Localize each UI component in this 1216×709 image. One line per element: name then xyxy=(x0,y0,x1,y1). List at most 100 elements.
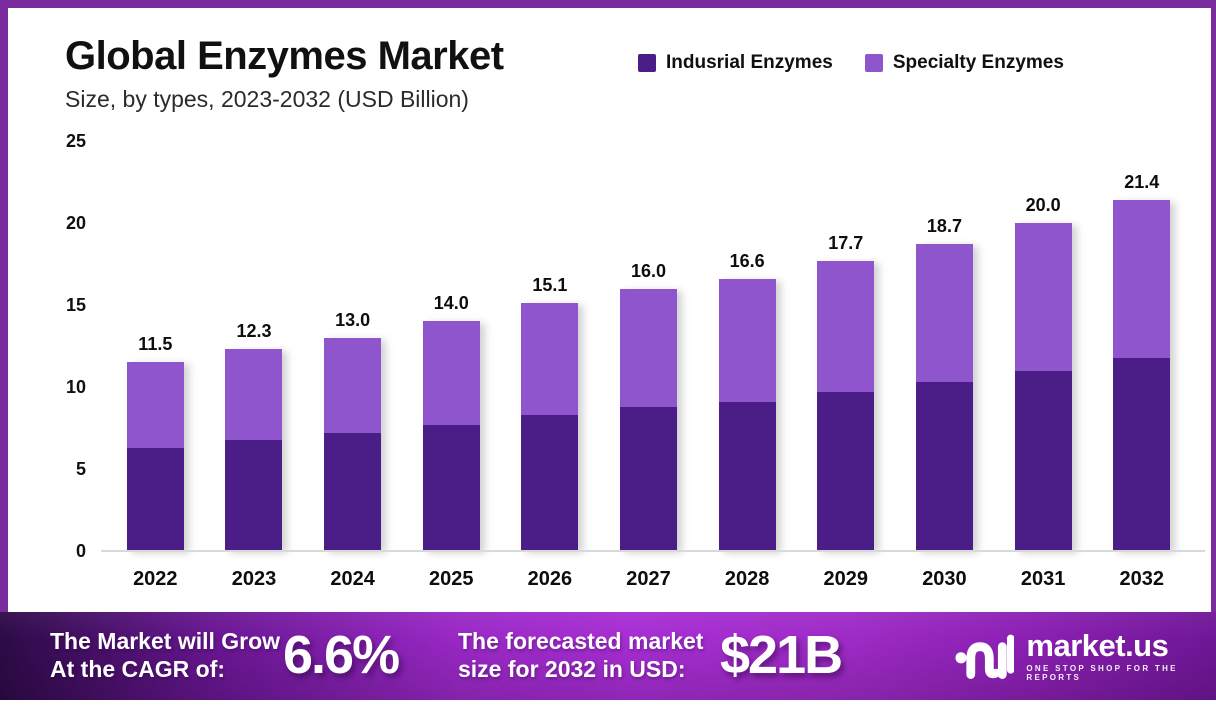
bar-column: 16.0 xyxy=(599,141,698,551)
logo-tagline: ONE STOP SHOP FOR THE REPORTS xyxy=(1026,664,1178,682)
x-axis-label: 2027 xyxy=(626,568,671,590)
bar-segment-specialty xyxy=(817,260,875,392)
x-axis-line xyxy=(101,550,1205,552)
bar-total-label: 21.4 xyxy=(1124,172,1160,193)
bar-total-label: 15.1 xyxy=(532,275,568,296)
page-title: Global Enzymes Market xyxy=(65,34,504,78)
legend-item-industrial: Indusrial Enzymes xyxy=(638,52,833,74)
bar-column: 13.0 xyxy=(303,141,402,551)
bar-column: 20.0 xyxy=(994,141,1093,551)
y-axis-tick-label: 10 xyxy=(65,377,86,397)
bar-column: 12.3 xyxy=(205,141,304,551)
legend-swatch-specialty-icon xyxy=(864,54,883,72)
bar-column: 17.7 xyxy=(796,141,895,551)
marketus-logo-mark-icon xyxy=(955,634,1015,679)
forecast-caption-line2: size for 2032 in USD: xyxy=(458,656,686,682)
x-axis-label: 2023 xyxy=(231,568,277,590)
logo-text: market.us ONE STOP SHOP FOR THE REPORTS xyxy=(1026,628,1216,683)
cagr-caption-line1: The Market will Grow xyxy=(50,628,281,654)
x-axis-label: 2024 xyxy=(330,568,375,590)
bar-segment-industrial xyxy=(1014,370,1072,551)
x-axis-label: 2031 xyxy=(1020,568,1066,590)
x-axis-label: 2028 xyxy=(724,568,770,590)
x-axis-label: 2025 xyxy=(428,568,474,590)
bar-segment-specialty xyxy=(126,362,184,448)
bar-total-label: 14.0 xyxy=(433,293,469,314)
bar-stack xyxy=(521,303,579,551)
bar-segment-industrial xyxy=(324,432,382,551)
legend-label-specialty: Specialty Enzymes xyxy=(892,52,1064,73)
bar-segment-industrial xyxy=(915,382,973,551)
bar-segment-specialty xyxy=(620,288,678,407)
page-subtitle: Size, by types, 2023-2032 (USD Billion) xyxy=(65,86,469,112)
bar-segment-specialty xyxy=(324,337,382,433)
bar-stack xyxy=(1014,223,1072,551)
chart-panel: Global Enzymes Market Size, by types, 20… xyxy=(0,0,1216,612)
forecast-value: $21B xyxy=(720,625,843,685)
bar-segment-specialty xyxy=(521,303,579,415)
bar-segment-specialty xyxy=(1113,200,1171,358)
bar-column: 21.4 xyxy=(1092,141,1191,551)
logo-wordmark: market.us xyxy=(1026,628,1169,663)
marketus-logo: market.us ONE STOP SHOP FOR THE REPORTS xyxy=(955,612,1216,700)
bar-total-label: 16.6 xyxy=(729,250,765,271)
bar-total-label: 17.7 xyxy=(828,232,864,253)
bar-segment-industrial xyxy=(817,391,875,551)
bar-stack xyxy=(817,260,875,551)
x-axis-label: 2029 xyxy=(823,568,869,590)
y-axis-tick-label: 15 xyxy=(65,295,86,315)
bar-total-label: 11.5 xyxy=(138,334,173,355)
bar-total-label: 13.0 xyxy=(335,309,371,330)
bar-total-label: 16.0 xyxy=(631,260,667,281)
bar-stack xyxy=(620,288,678,551)
cagr-caption: The Market will Grow At the CAGR of: xyxy=(50,627,280,683)
bar-stack xyxy=(225,349,283,551)
bar-column: 14.0 xyxy=(402,141,501,551)
bar-segment-specialty xyxy=(915,244,973,383)
bar-segment-specialty xyxy=(718,278,776,402)
y-axis: 0 5 10 15 20 25 xyxy=(38,8,86,620)
y-axis-tick-label: 5 xyxy=(75,459,86,479)
bar-segment-industrial xyxy=(225,439,283,551)
bar-segment-industrial xyxy=(422,424,480,551)
bar-column: 18.7 xyxy=(895,141,994,551)
bar-stack xyxy=(324,337,382,551)
bar-segment-specialty xyxy=(422,321,480,425)
x-axis-label: 2030 xyxy=(922,568,967,590)
cagr-caption-line2: At the CAGR of: xyxy=(50,656,226,682)
bar-segment-industrial xyxy=(620,406,678,551)
legend-item-specialty: Specialty Enzymes xyxy=(864,52,1064,74)
bar-total-label: 20.0 xyxy=(1025,195,1061,216)
bar-stack xyxy=(126,362,184,551)
bar-segment-industrial xyxy=(521,414,579,551)
cagr-value: 6.6% xyxy=(283,625,400,685)
bottom-banner: The Market will Grow At the CAGR of: 6.6… xyxy=(0,612,1216,700)
y-axis-tick-label: 20 xyxy=(65,213,86,233)
bar-column: 15.1 xyxy=(501,141,600,551)
bar-stack xyxy=(718,278,776,551)
forecast-caption: The forecasted market size for 2032 in U… xyxy=(458,627,703,683)
bar-segment-industrial xyxy=(718,401,776,551)
legend-swatch-industrial-icon xyxy=(638,54,656,72)
y-axis-tick-label: 0 xyxy=(75,541,86,561)
bar-column: 16.6 xyxy=(698,141,797,551)
x-axis-label: 2026 xyxy=(527,568,573,590)
x-axis-label: 2022 xyxy=(133,568,178,590)
bar-stack xyxy=(422,321,480,551)
forecast-caption-line1: The forecasted market xyxy=(458,628,704,654)
y-axis-tick-label: 25 xyxy=(65,131,86,151)
bar-segment-specialty xyxy=(1014,223,1072,371)
bar-stack xyxy=(915,244,973,551)
bar-stack xyxy=(1113,200,1171,551)
bars-row: 11.5 12.3 13.0 14.0 15.1 16.0 16.6 17.7 18.7 20.0… xyxy=(106,141,1191,551)
bar-total-label: 18.7 xyxy=(926,216,962,237)
bar-segment-specialty xyxy=(225,349,283,440)
x-axis-labels: 2022 2023 2024 2025 2026 2027 2028 2029 2030 2031… xyxy=(106,568,1191,591)
bar-segment-industrial xyxy=(126,447,184,551)
legend-label-industrial: Indusrial Enzymes xyxy=(666,52,833,73)
x-axis-label: 2032 xyxy=(1119,568,1164,590)
legend: Indusrial Enzymes Specialty Enzymes xyxy=(638,52,1064,74)
bar-segment-industrial xyxy=(1113,357,1171,551)
bar-column: 11.5 xyxy=(106,141,205,551)
